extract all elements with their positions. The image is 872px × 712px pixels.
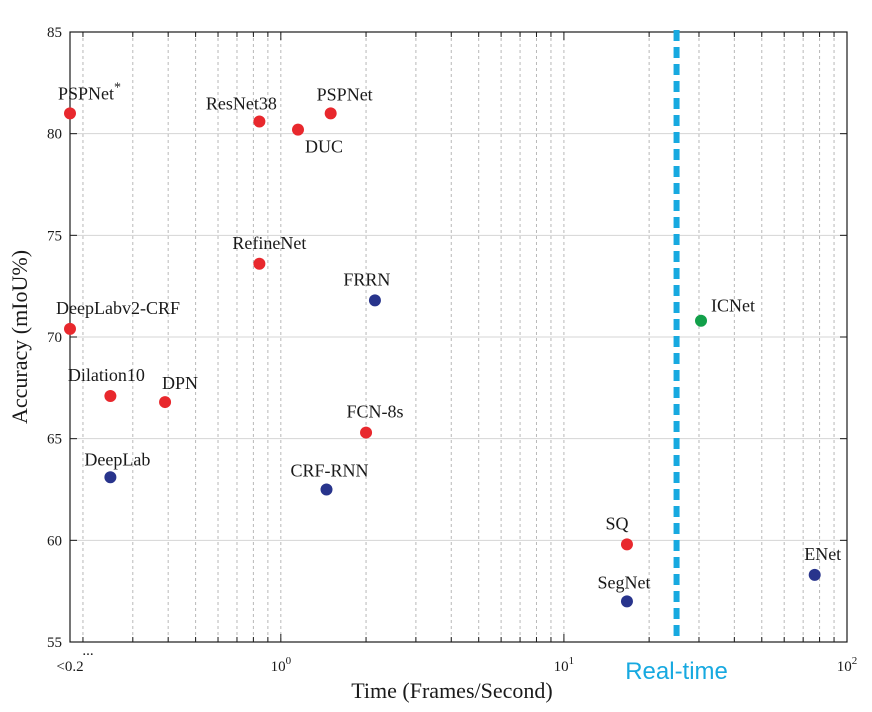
- realtime-label: Real-time: [625, 658, 728, 685]
- y-axis-title: Accuracy (mIoU%): [7, 250, 32, 424]
- x-tick-label: 100: [271, 655, 292, 675]
- point-label-deeplabv2-crf: DeepLabv2-CRF: [56, 298, 180, 318]
- point-segnet: [620, 595, 633, 608]
- point-label-enet: ENet: [804, 544, 841, 564]
- tick-labels: 55 60 65 70 75 80 85 <0.2 100 101 102: [47, 25, 857, 675]
- grid: [70, 32, 847, 642]
- point-frrn: [368, 294, 381, 307]
- y-tick-label: 55: [47, 635, 62, 651]
- point-refinenet: [253, 257, 266, 270]
- x-tick-label: 102: [837, 655, 858, 675]
- point-label-sq: SQ: [605, 513, 628, 533]
- point-crf-rnn: [320, 483, 333, 496]
- point-label-dpn: DPN: [162, 373, 198, 393]
- point-pspnet-star: [64, 107, 76, 120]
- point-dilation10: [104, 389, 117, 402]
- point-label-fcn-8s: FCN-8s: [347, 402, 404, 422]
- data-points: PSPNet* ResNet38 PSPNet DUC RefineNet FRRN Dee…: [56, 80, 841, 608]
- x-axis-break-marker: ...: [82, 643, 93, 659]
- point-label-icnet: ICNet: [711, 296, 755, 316]
- point-label-deeplab: DeepLab: [84, 449, 150, 469]
- point-fcn-8s: [360, 426, 373, 439]
- y-tick-label: 80: [47, 127, 62, 143]
- tick-marks: [70, 31, 847, 643]
- y-tick-label: 65: [47, 432, 62, 448]
- x-tick-label: <0.2: [56, 659, 83, 675]
- point-enet: [808, 568, 821, 581]
- point-label-refinenet: RefineNet: [232, 233, 306, 253]
- point-label-dilation10: Dilation10: [68, 365, 145, 385]
- y-tick-label: 70: [47, 330, 62, 346]
- y-tick-label: 85: [47, 25, 62, 41]
- x-axis-title: Time (Frames/Second): [351, 678, 552, 703]
- point-resnet38: [253, 115, 266, 128]
- point-sq: [620, 538, 633, 551]
- point-label-duc: DUC: [305, 137, 343, 157]
- x-tick-label: 101: [554, 655, 575, 675]
- point-label-resnet38: ResNet38: [206, 93, 277, 113]
- point-duc: [292, 123, 305, 136]
- point-label-pspnet: PSPNet: [317, 84, 373, 104]
- point-dpn: [159, 396, 172, 409]
- point-deeplab: [104, 471, 117, 484]
- point-icnet: [695, 314, 708, 327]
- y-tick-label: 60: [47, 533, 62, 549]
- y-tick-label: 75: [47, 228, 62, 244]
- point-label-frrn: FRRN: [343, 269, 390, 289]
- point-pspnet: [324, 107, 337, 120]
- point-label-crf-rnn: CRF-RNN: [290, 461, 368, 481]
- point-label-pspnet-star: PSPNet*: [58, 80, 121, 103]
- point-deeplabv2-crf: [64, 322, 76, 335]
- point-label-segnet: SegNet: [597, 572, 650, 592]
